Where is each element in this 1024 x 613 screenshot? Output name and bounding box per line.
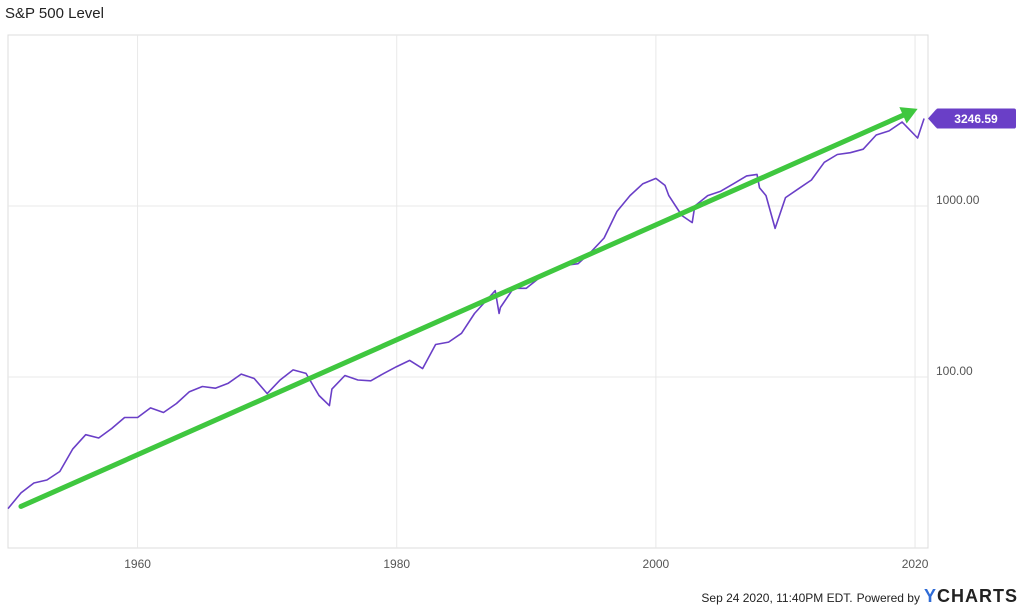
- last-value-badge: [936, 108, 1016, 129]
- ycharts-logo-y: Y: [923, 586, 937, 606]
- trend-arrow-line: [18, 112, 906, 509]
- last-value-label: 3246.59: [954, 112, 998, 126]
- sp500-series-line: [7, 118, 925, 510]
- y-tick-label: 1000.00: [936, 193, 980, 207]
- ycharts-logo-text: CHARTS: [937, 586, 1018, 606]
- timestamp-text: Sep 24 2020, 11:40PM EDT.: [701, 591, 853, 605]
- x-tick-label: 2000: [643, 557, 670, 571]
- last-value-badge-pointer: [928, 109, 936, 128]
- chart-title: S&P 500 Level: [5, 5, 104, 22]
- x-tick-label: 2020: [902, 557, 929, 571]
- ycharts-logo[interactable]: YCHARTS: [924, 586, 1018, 607]
- trend-arrow-head: [899, 107, 918, 124]
- y-tick-label: 100.00: [936, 364, 973, 378]
- footer: Sep 24 2020, 11:40PM EDT. Powered by YCH…: [701, 586, 1018, 607]
- x-tick-label: 1960: [124, 557, 151, 571]
- x-tick-label: 1980: [383, 557, 410, 571]
- powered-by-text: Powered by: [856, 591, 920, 605]
- plot-frame: [7, 34, 929, 549]
